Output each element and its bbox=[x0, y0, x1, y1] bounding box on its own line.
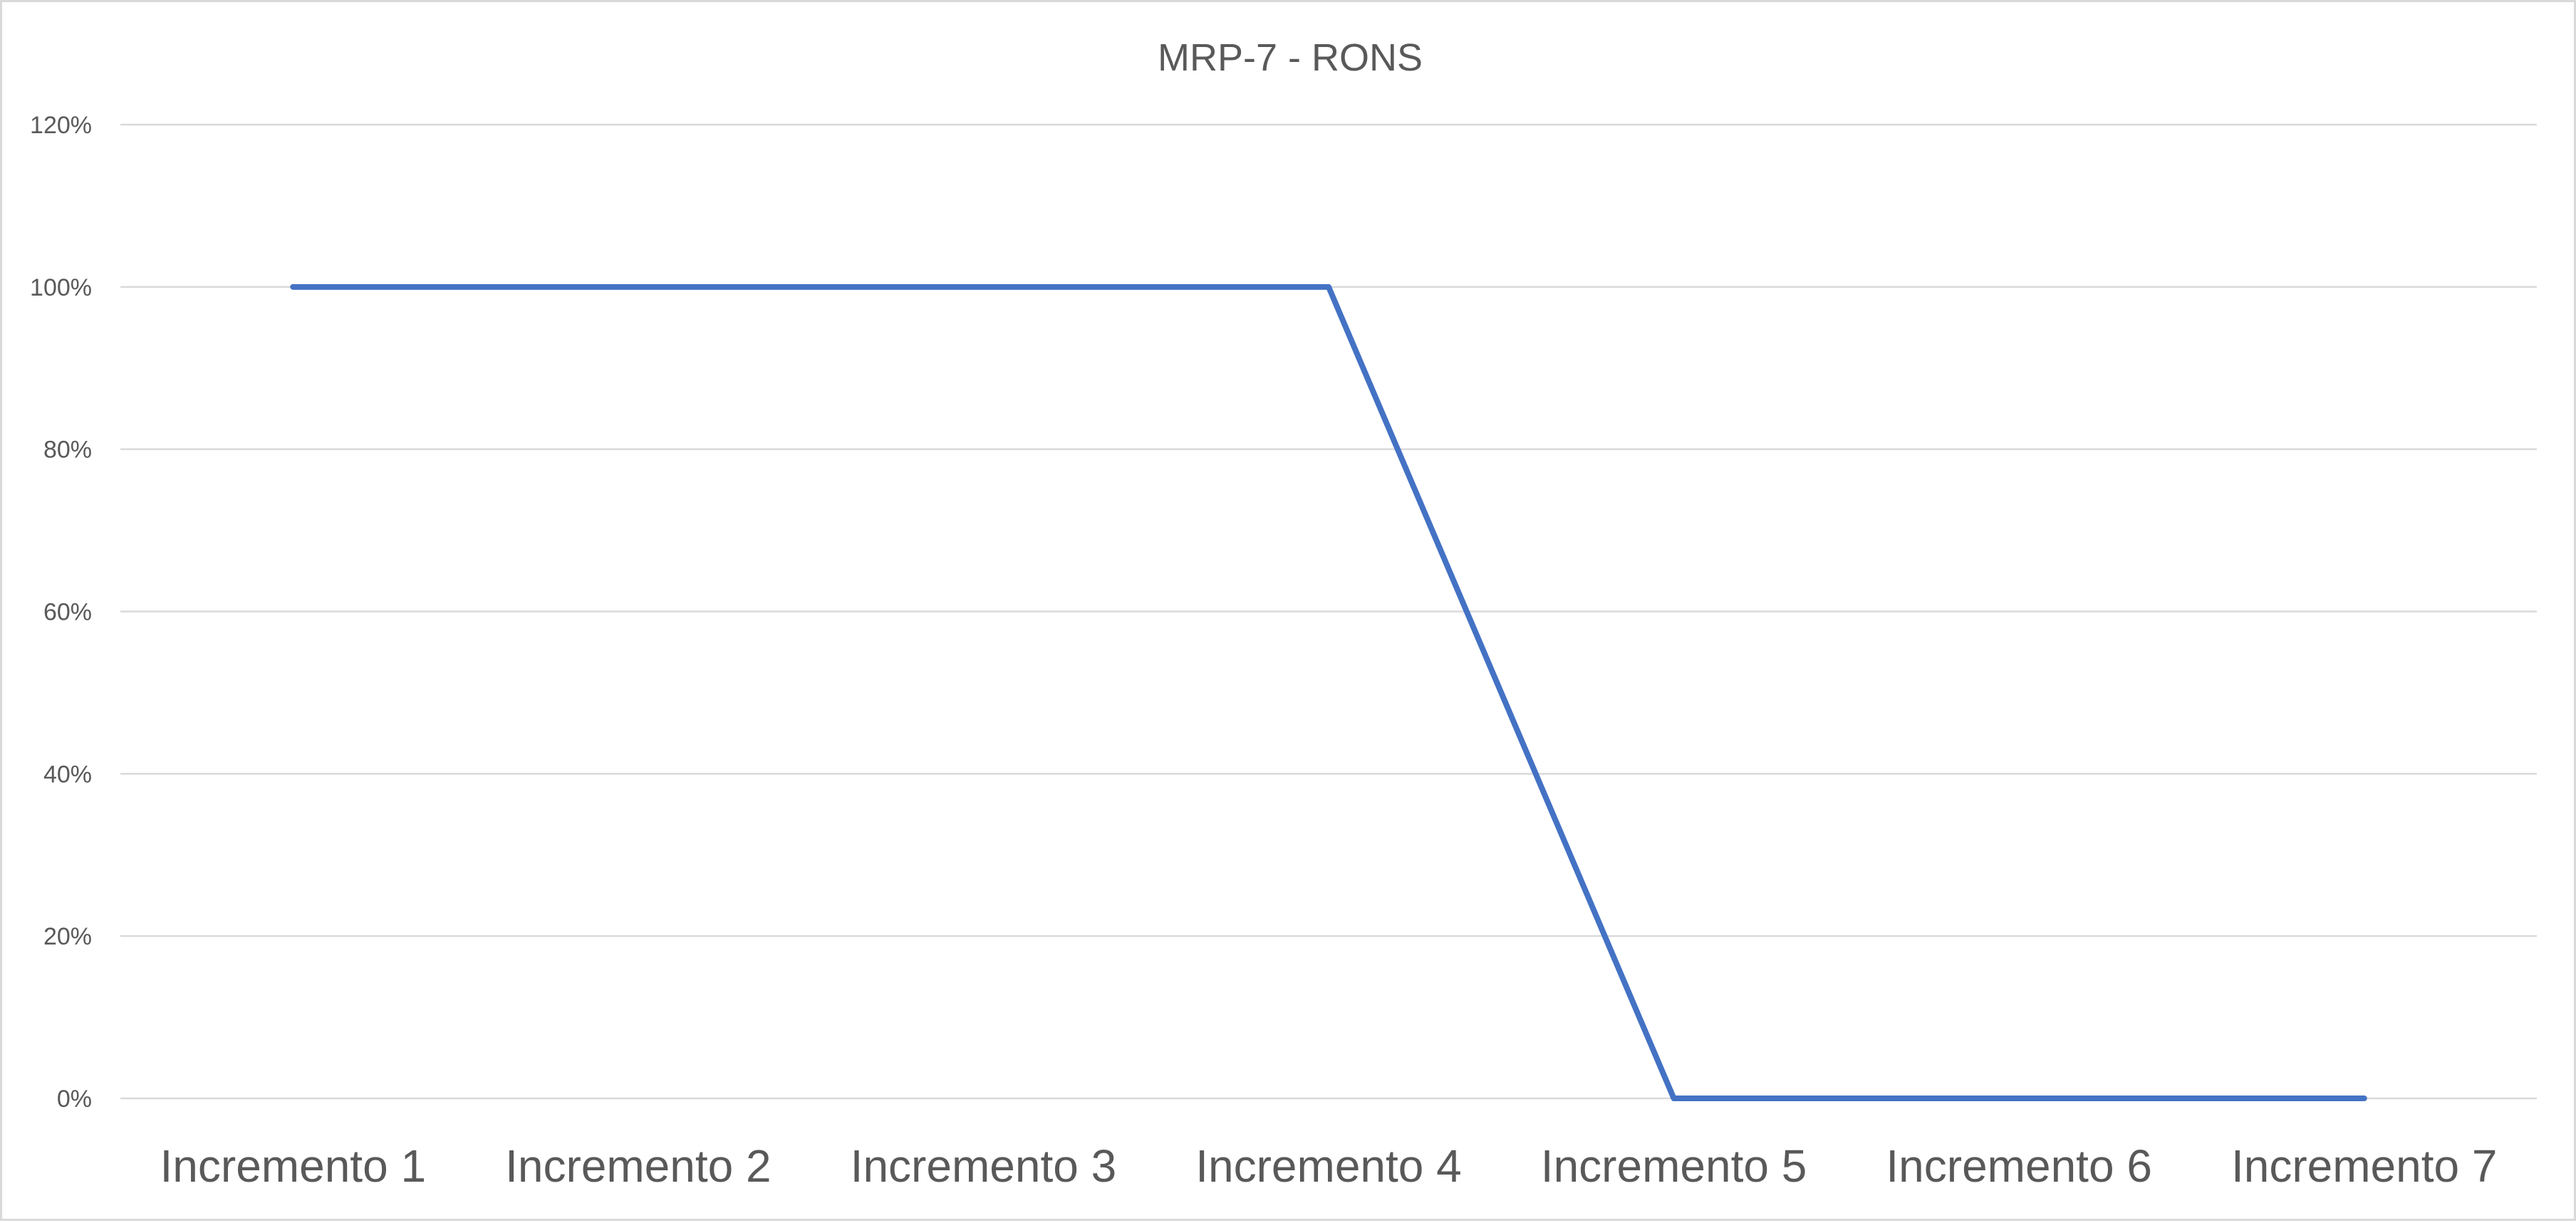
chart-title: MRP-7 - RONS bbox=[1158, 36, 1423, 79]
gridlines bbox=[120, 123, 2537, 1100]
x-tick-label: Incremento 6 bbox=[1886, 1140, 2152, 1192]
y-tick-label: 40% bbox=[43, 761, 92, 788]
x-axis-tick-labels: Incremento 1 Incremento 2 Incremento 3 Incr… bbox=[160, 1140, 2498, 1192]
y-axis-tick-labels: 0% 20% 40% 60% 80% 100% 120% bbox=[30, 112, 92, 1113]
series-lines bbox=[290, 283, 2367, 1101]
x-tick-label: Incremento 5 bbox=[1541, 1140, 1807, 1192]
series-line bbox=[290, 283, 2367, 1101]
x-tick-label: Incremento 3 bbox=[851, 1140, 1117, 1192]
y-tick-label: 120% bbox=[30, 112, 92, 139]
x-tick-label: Incremento 7 bbox=[2231, 1140, 2498, 1192]
y-tick-label: 0% bbox=[57, 1086, 92, 1113]
y-tick-label: 60% bbox=[43, 599, 92, 626]
x-tick-label: Incremento 1 bbox=[160, 1140, 427, 1192]
y-tick-label: 100% bbox=[30, 274, 92, 301]
x-tick-label: Incremento 4 bbox=[1195, 1140, 1462, 1192]
y-tick-label: 80% bbox=[43, 437, 92, 464]
y-tick-label: 20% bbox=[43, 923, 92, 950]
x-tick-label: Incremento 2 bbox=[505, 1140, 772, 1192]
